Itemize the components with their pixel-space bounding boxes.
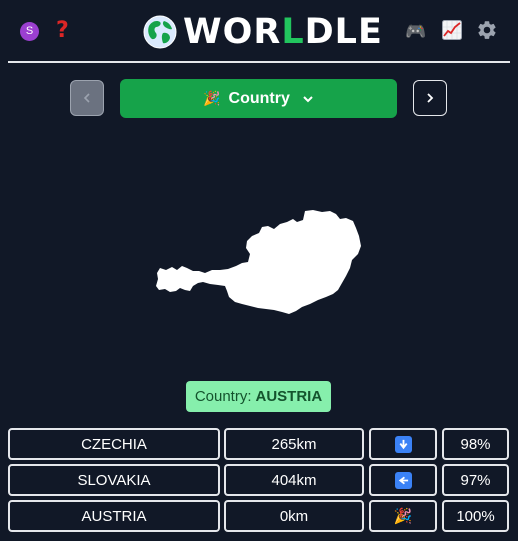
party-icon: 🎉 — [203, 90, 221, 106]
gear-icon[interactable] — [476, 19, 498, 45]
guess-country: SLOVAKIA — [8, 464, 220, 496]
guess-direction: 🎉 — [369, 500, 437, 532]
guess-proximity: 98% — [442, 428, 509, 460]
guess-direction — [369, 464, 437, 496]
stats-icon[interactable] — [442, 20, 462, 44]
guess-country: AUSTRIA — [8, 500, 220, 532]
guess-distance: 0km — [224, 500, 364, 532]
globe-icon — [143, 15, 177, 49]
left-arrow-icon — [394, 471, 412, 489]
guess-distance: 265km — [224, 428, 364, 460]
avatar[interactable]: S — [20, 22, 39, 41]
help-icon[interactable]: ? — [56, 18, 69, 43]
chevron-right-icon — [427, 93, 434, 103]
mode-dropdown[interactable]: 🎉 Country — [120, 79, 397, 118]
gamepad-icon[interactable]: 🎮 — [405, 22, 427, 42]
app-title: WORLDLE — [183, 12, 383, 52]
header-divider — [8, 61, 510, 63]
answer-value: AUSTRIA — [255, 388, 323, 405]
app-logo: WORLDLE — [143, 13, 383, 51]
next-button[interactable] — [413, 80, 447, 116]
mode-label: Country — [228, 89, 290, 107]
guess-proximity: 100% — [442, 500, 509, 532]
answer-badge: Country: AUSTRIA — [186, 381, 331, 412]
guess-proximity: 97% — [442, 464, 509, 496]
down-arrow-icon — [394, 435, 412, 453]
guess-direction — [369, 428, 437, 460]
chevron-left-icon — [83, 93, 90, 103]
previous-button[interactable] — [70, 80, 104, 116]
answer-label: Country: — [194, 388, 252, 405]
guess-country: CZECHIA — [8, 428, 220, 460]
guess-distance: 404km — [224, 464, 364, 496]
party-icon: 🎉 — [393, 508, 413, 525]
chevron-down-icon — [302, 93, 314, 105]
country-silhouette — [156, 210, 361, 314]
